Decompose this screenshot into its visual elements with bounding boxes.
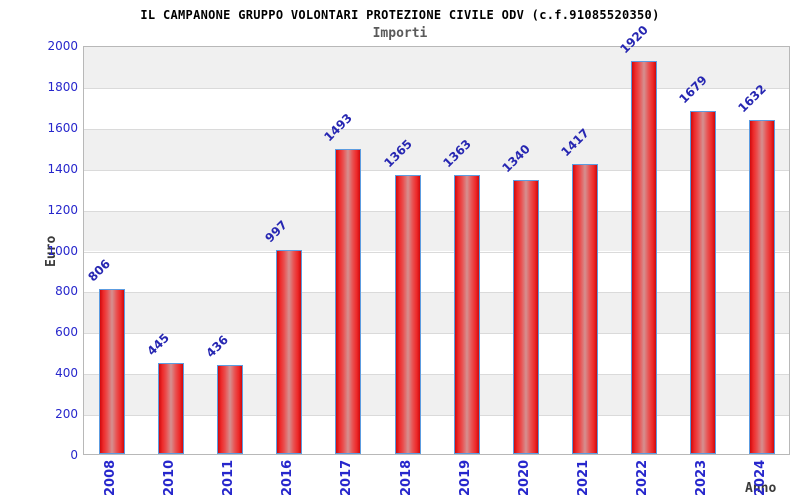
gridline xyxy=(84,374,789,376)
y-tick-label: 1000 xyxy=(47,243,78,258)
plot-band xyxy=(84,210,789,252)
bar xyxy=(99,289,125,454)
chart-title: IL CAMPANONE GRUPPO VOLONTARI PROTEZIONE… xyxy=(140,8,660,22)
bar xyxy=(217,364,244,454)
bar xyxy=(749,120,776,454)
bar xyxy=(690,110,716,454)
x-tick-label: 2008 xyxy=(103,459,118,496)
chart-subtitle: Importi xyxy=(372,26,428,41)
x-tick-label: 2019 xyxy=(457,459,473,496)
plot-area xyxy=(83,46,790,455)
bar xyxy=(630,61,657,454)
plot-band xyxy=(84,252,789,293)
x-tick-label: 2010 xyxy=(162,459,178,496)
plot-band xyxy=(84,374,789,416)
y-tick-label: 200 xyxy=(55,407,78,422)
x-tick-label: 2022 xyxy=(634,459,650,496)
y-tick-label: 1600 xyxy=(47,120,78,135)
gridline xyxy=(84,415,789,417)
bar xyxy=(453,175,480,454)
gridline xyxy=(84,128,789,130)
x-tick-label: 2024 xyxy=(753,459,769,496)
y-tick-label: 1200 xyxy=(47,202,78,217)
bar xyxy=(276,250,303,454)
gridline xyxy=(84,169,789,171)
x-tick-label: 2021 xyxy=(575,459,591,496)
y-tick-label: 600 xyxy=(55,325,78,340)
x-tick-label: 2023 xyxy=(694,459,709,496)
bar xyxy=(394,174,421,454)
gridline xyxy=(84,87,789,89)
y-tick-label: 0 xyxy=(70,448,78,462)
x-tick-label: 2018 xyxy=(398,459,414,496)
plot-band xyxy=(84,292,789,334)
y-tick-label: 400 xyxy=(55,366,78,381)
bar xyxy=(335,148,362,454)
x-tick-label: 2011 xyxy=(221,459,237,496)
gridline xyxy=(84,210,789,212)
bar xyxy=(571,164,598,454)
x-tick-label: 2020 xyxy=(516,459,532,496)
x-tick-label: 2017 xyxy=(339,459,355,496)
gridline xyxy=(84,251,789,253)
plot-band xyxy=(84,170,789,211)
plot-band xyxy=(84,333,789,374)
plot-band xyxy=(84,415,789,456)
plot-band xyxy=(84,128,789,170)
plot-band xyxy=(84,47,789,88)
y-tick-label: 2000 xyxy=(47,39,78,53)
gridline xyxy=(84,333,789,335)
bar xyxy=(158,363,185,454)
x-tick-label: 2016 xyxy=(280,459,296,496)
y-tick-label: 1800 xyxy=(47,79,78,94)
gridline xyxy=(84,292,789,294)
y-tick-label: 800 xyxy=(55,284,78,299)
x-axis-title: Anno xyxy=(745,481,777,496)
y-tick-label: 1400 xyxy=(47,161,78,176)
bar xyxy=(512,179,539,454)
